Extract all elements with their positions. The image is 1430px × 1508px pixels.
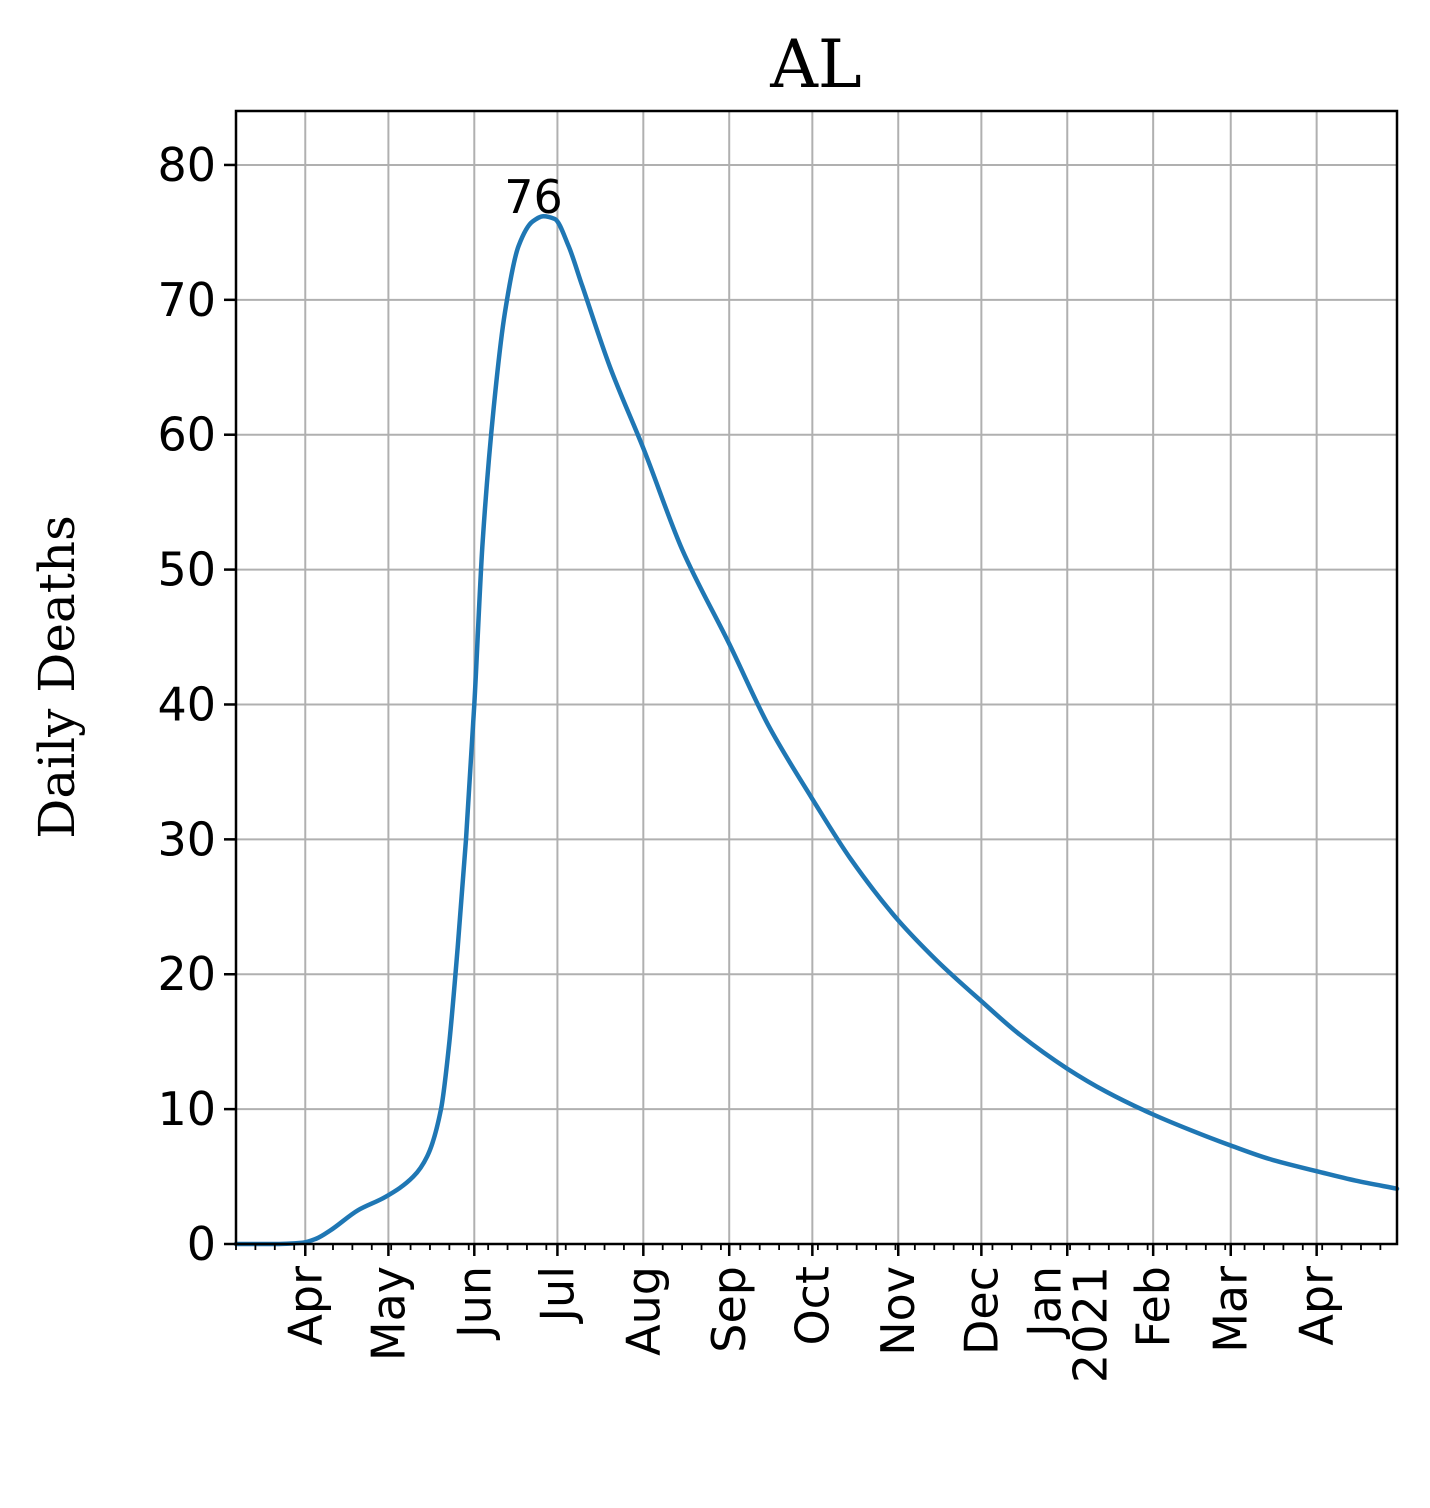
x-tick-label: Mar [1204,1266,1258,1353]
tick-labels: 0 10 20 30 40 50 60 70 80 Apr May Jun Jul Aug Sep Oct No… [157,138,1343,1383]
x-tick-label: Feb [1126,1266,1180,1347]
y-tick-label: 10 [157,1082,216,1136]
y-tick-label: 20 [157,947,216,1001]
y-tick-label: 40 [157,677,216,731]
y-tick-label: 50 [157,543,216,597]
peak-annotation: 76 [504,170,563,224]
x-tick-label: May [361,1266,415,1361]
x-tick-label: Apr [1290,1266,1344,1346]
chart-title: AL [769,26,862,103]
y-tick-label: 70 [157,273,216,327]
x-tick-label: Oct [785,1266,839,1346]
x-tick-label: Dec [954,1266,1008,1355]
y-tick-label: 60 [157,408,216,462]
y-axis-label: Daily Deaths [28,515,86,838]
y-tick-label: 30 [157,812,216,866]
x-tick-label: Sep [702,1266,756,1353]
y-tick-label: 0 [187,1217,216,1271]
axis-ticks [224,163,1382,1256]
grid [236,111,1397,1245]
x-tick-label: Apr [278,1266,332,1346]
x-tick-label: Jul [530,1266,584,1325]
x-tick-label: Jun [447,1266,501,1341]
plot-frame [234,109,1399,1246]
x-tick-label: Nov [871,1266,925,1356]
x-tick-label: Aug [616,1266,670,1356]
daily-deaths-line [233,213,1400,1247]
y-tick-label: 80 [157,138,216,192]
x-tick-label: Jan2021 [1017,1266,1117,1383]
